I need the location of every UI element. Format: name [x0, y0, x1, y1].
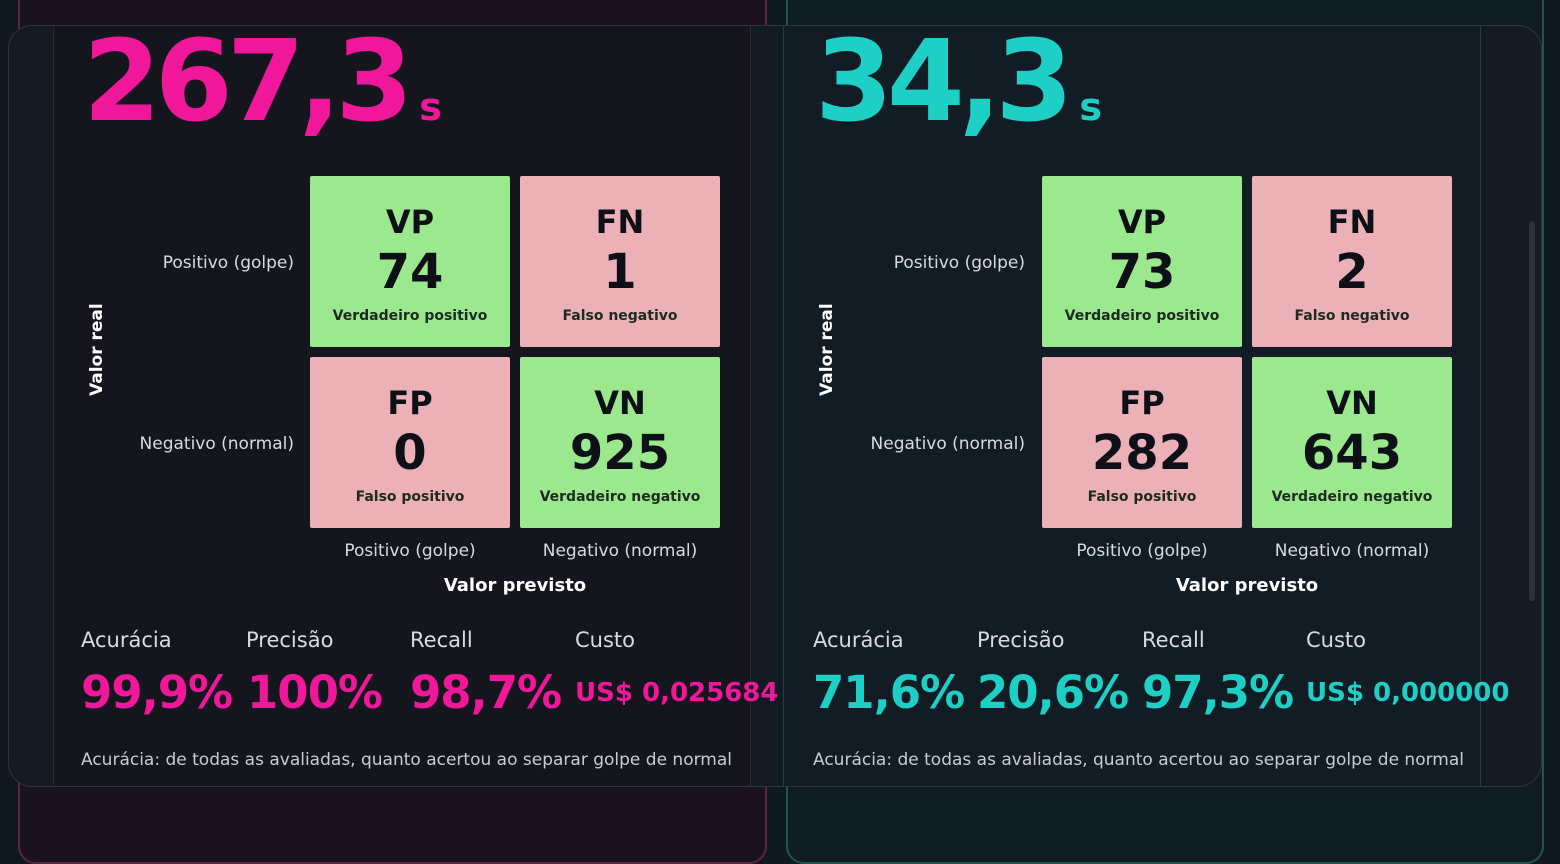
right-metric-label-cost: Custo — [1306, 628, 1366, 652]
left-metric-value-recall: 98,7% — [410, 666, 562, 719]
left-cell-fn: FN 1 Falso negativo — [520, 176, 720, 347]
cell-value: 643 — [1301, 425, 1403, 481]
left-cell-vp: VP 74 Verdadeiro positivo — [310, 176, 510, 347]
left-col-label-positive: Positivo (golpe) — [344, 541, 476, 561]
left-metric-label-accuracy: Acurácia — [81, 628, 172, 652]
left-metric-value-accuracy: 99,9% — [81, 666, 233, 719]
cell-value: 73 — [1108, 244, 1176, 300]
cell-value: 925 — [569, 425, 671, 481]
left-row-label-negative: Negativo (normal) — [139, 434, 294, 454]
cell-desc: Verdadeiro negativo — [1271, 489, 1433, 505]
left-row-label-positive: Positivo (golpe) — [162, 253, 294, 273]
right-cell-fp: FP 282 Falso positivo — [1042, 357, 1242, 528]
cell-abbr: VN — [1326, 384, 1378, 422]
right-footnote: Acurácia: de todas as avaliadas, quanto … — [813, 750, 1464, 770]
cell-desc: Falso negativo — [562, 308, 678, 324]
cell-abbr: FP — [387, 384, 433, 422]
left-time-value: 267,3 — [83, 25, 413, 147]
cell-value: 74 — [376, 244, 444, 300]
cell-desc: Verdadeiro positivo — [1064, 308, 1220, 324]
cell-desc: Falso positivo — [1087, 489, 1197, 505]
cell-abbr: VN — [594, 384, 646, 422]
cell-desc: Falso positivo — [355, 489, 465, 505]
right-col-label-negative: Negativo (normal) — [1274, 541, 1430, 561]
right-x-axis-label: Valor previsto — [1175, 575, 1319, 596]
cell-value: 282 — [1091, 425, 1193, 481]
right-col-label-positive: Positivo (golpe) — [1076, 541, 1208, 561]
cell-abbr: FN — [1327, 203, 1377, 241]
cell-value: 0 — [393, 425, 427, 481]
cell-desc: Falso negativo — [1294, 308, 1410, 324]
right-row-label-negative: Negativo (normal) — [870, 434, 1025, 454]
left-metric-value-precision: 100% — [247, 666, 383, 719]
left-time-readout: 267,3 s — [83, 26, 442, 138]
left-x-axis-label: Valor previsto — [443, 575, 587, 596]
right-metric-label-precision: Precisão — [977, 628, 1065, 652]
right-row-label-positive: Positivo (golpe) — [893, 253, 1025, 273]
left-metric-label-precision: Precisão — [246, 628, 334, 652]
scrollbar-thumb[interactable] — [1529, 221, 1535, 601]
left-y-axis-label: Valor real — [87, 303, 107, 396]
right-metric-value-precision: 20,6% — [977, 666, 1129, 719]
cell-desc: Verdadeiro positivo — [332, 308, 488, 324]
right-time-value: 34,3 — [815, 25, 1073, 147]
left-time-unit: s — [419, 85, 442, 129]
right-metric-value-accuracy: 71,6% — [813, 666, 965, 719]
right-metric-label-accuracy: Acurácia — [813, 628, 904, 652]
comparison-overlay: 267,3 s Valor real Positivo (golpe) Negat… — [8, 25, 1542, 787]
left-metric-value-cost: US$ 0,025684 — [575, 678, 779, 708]
cell-abbr: FN — [595, 203, 645, 241]
right-y-axis-label: Valor real — [817, 303, 837, 396]
cell-value: 2 — [1335, 244, 1369, 300]
left-cell-fp: FP 0 Falso positivo — [310, 357, 510, 528]
right-metric-label-recall: Recall — [1142, 628, 1205, 652]
left-metric-label-recall: Recall — [410, 628, 473, 652]
right-cell-vn: VN 643 Verdadeiro negativo — [1252, 357, 1452, 528]
cell-abbr: FP — [1119, 384, 1165, 422]
right-cell-vp: VP 73 Verdadeiro positivo — [1042, 176, 1242, 347]
left-footnote: Acurácia: de todas as avaliadas, quanto … — [81, 750, 732, 770]
left-metric-label-cost: Custo — [575, 628, 635, 652]
right-metric-value-cost: US$ 0,000000 — [1306, 678, 1510, 708]
cell-abbr: VP — [385, 203, 435, 241]
cell-value: 1 — [603, 244, 637, 300]
left-cell-vn: VN 925 Verdadeiro negativo — [520, 357, 720, 528]
right-time-unit: s — [1079, 85, 1102, 129]
right-time-readout: 34,3 s — [815, 26, 1102, 138]
right-cell-fn: FN 2 Falso negativo — [1252, 176, 1452, 347]
cell-abbr: VP — [1117, 203, 1167, 241]
cell-desc: Verdadeiro negativo — [539, 489, 701, 505]
left-col-label-negative: Negativo (normal) — [542, 541, 698, 561]
right-metric-value-recall: 97,3% — [1142, 666, 1294, 719]
